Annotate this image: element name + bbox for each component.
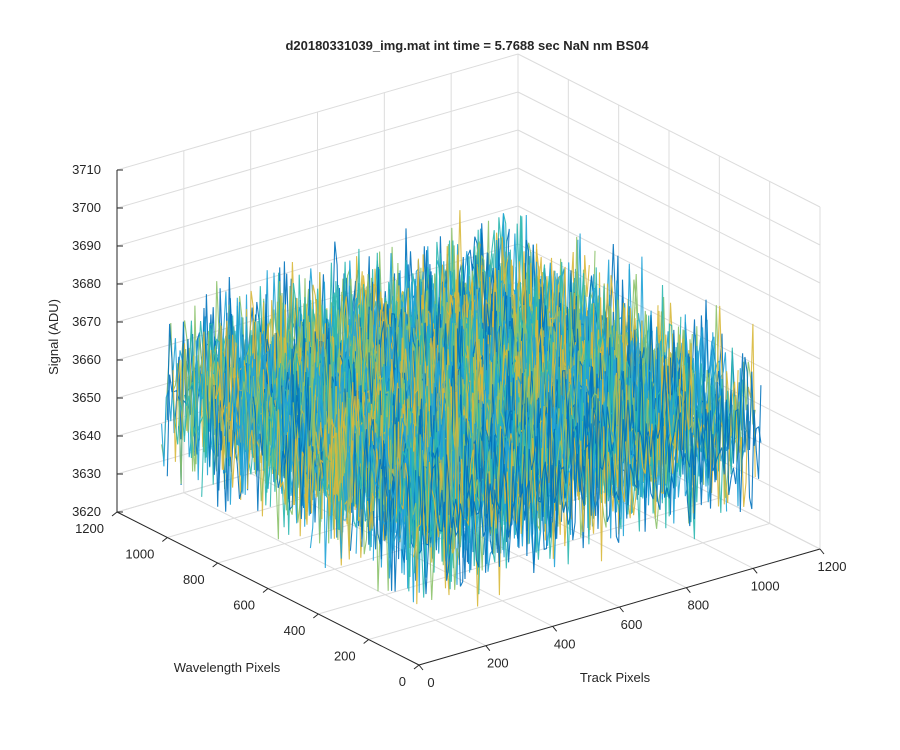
y-tick bbox=[212, 562, 218, 568]
y-tick bbox=[262, 588, 269, 593]
z-tick-label: 3690 bbox=[72, 238, 101, 253]
gridline-wall-z bbox=[517, 53, 821, 208]
z-tick-label: 3680 bbox=[72, 276, 101, 291]
y-tick-label: 0 bbox=[399, 674, 406, 689]
y-tick bbox=[313, 613, 319, 619]
x-tick-label: 1000 bbox=[751, 578, 780, 593]
y-tick bbox=[111, 511, 118, 517]
gridline-floor-y bbox=[318, 497, 720, 615]
z-tick-label: 3620 bbox=[72, 504, 101, 519]
gridline-wall-z bbox=[517, 91, 821, 246]
y-tick-label: 800 bbox=[183, 572, 205, 587]
z-tick-label: 3630 bbox=[72, 466, 101, 481]
y-tick-label: 600 bbox=[233, 598, 255, 613]
z-tick-label: 3660 bbox=[72, 352, 101, 367]
gridline-wall-z bbox=[116, 167, 519, 285]
z-tick-label: 3640 bbox=[72, 428, 101, 443]
x-tick bbox=[418, 664, 424, 671]
x-tick-label: 800 bbox=[687, 598, 709, 613]
x-tick bbox=[552, 626, 558, 632]
x-tick-label: 0 bbox=[427, 675, 434, 690]
x-axis-label: Track Pixels bbox=[580, 670, 651, 685]
gridline-wall-z bbox=[517, 205, 821, 360]
x-tick bbox=[485, 645, 491, 651]
x-tick bbox=[752, 568, 758, 574]
y-tick-label: 400 bbox=[284, 623, 306, 638]
x-tick-label: 1200 bbox=[818, 559, 847, 574]
chart-title: d20180331039_img.mat int time = 5.7688 s… bbox=[285, 38, 649, 53]
tick-labels: 0 200 400 600 800 1000 1200 0 200 400 600 800 1000 12… bbox=[72, 162, 846, 690]
y-tick-label: 1000 bbox=[125, 547, 154, 562]
x-tick bbox=[685, 587, 691, 593]
y-tick-label: 200 bbox=[334, 649, 356, 664]
z-tick-label: 3700 bbox=[72, 200, 101, 215]
surface-line bbox=[418, 356, 762, 595]
x-tick bbox=[819, 548, 825, 555]
y-tick-label: 1200 bbox=[75, 521, 104, 536]
y-tick bbox=[363, 639, 369, 644]
y-axis-label: Wavelength Pixels bbox=[174, 660, 281, 675]
gridline-floor-y bbox=[368, 523, 770, 640]
z-tick-label: 3650 bbox=[72, 390, 101, 405]
y-tick bbox=[413, 664, 420, 670]
x-tick-label: 400 bbox=[554, 636, 576, 651]
z-tick-label: 3670 bbox=[72, 314, 101, 329]
z-tick-label: 3710 bbox=[72, 162, 101, 177]
x-tick-label: 600 bbox=[621, 617, 643, 632]
gridline-wall-z bbox=[517, 167, 821, 322]
z-axis-label: Signal (ADU) bbox=[46, 299, 61, 375]
gridline-wall-z bbox=[116, 53, 519, 171]
y-tick bbox=[162, 537, 168, 542]
gridline-wall-z bbox=[116, 91, 519, 209]
surface-mesh bbox=[161, 210, 762, 607]
gridline-wall-z bbox=[517, 129, 821, 284]
gridline-wall-z bbox=[116, 129, 519, 247]
x-tick-label: 200 bbox=[487, 656, 509, 671]
gridline-wall-z bbox=[116, 205, 519, 323]
surface-line bbox=[418, 353, 762, 587]
axes bbox=[111, 169, 825, 671]
x-tick bbox=[619, 606, 624, 613]
